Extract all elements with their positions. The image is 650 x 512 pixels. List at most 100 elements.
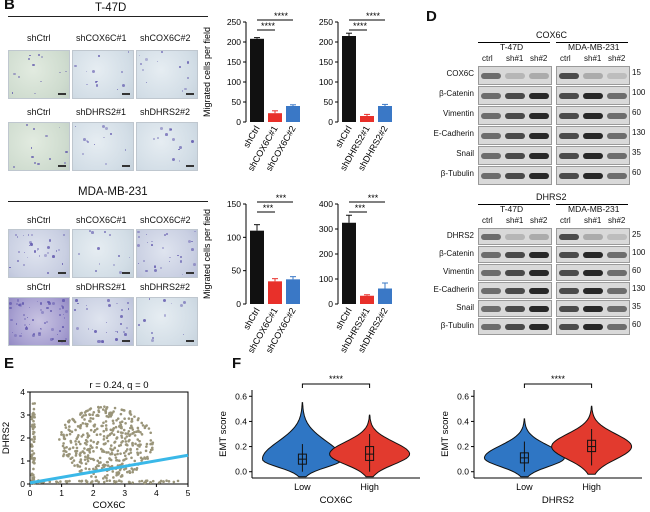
blot-band (607, 152, 627, 159)
cell-dot (96, 246, 100, 250)
scatter-point (127, 429, 131, 433)
scatter-point (119, 412, 123, 416)
scatter-point (31, 449, 34, 453)
bar-shCtrl (342, 222, 356, 304)
scatter-point (30, 453, 34, 457)
cell-dot (104, 162, 107, 165)
scatter-point (116, 452, 119, 456)
cell-dot (95, 81, 97, 83)
cell-dot (119, 314, 123, 318)
scatter-point (124, 449, 128, 453)
cell-dot (157, 137, 159, 139)
blot-band (559, 172, 579, 179)
cell-dot (23, 317, 26, 320)
scatter-point (87, 456, 90, 460)
scatter-point (68, 452, 71, 456)
blot-strip (478, 246, 552, 263)
scatter-point (157, 481, 161, 484)
scatter-point (119, 431, 123, 434)
blot-band (607, 233, 627, 240)
scatter-point (68, 429, 72, 433)
cell-dot (40, 80, 43, 83)
micrograph (8, 297, 70, 346)
y-tick-label: 200 (319, 37, 333, 47)
cell-dot (76, 302, 79, 305)
blot-strip (556, 246, 630, 263)
blot-band (481, 92, 501, 99)
scatter-point (122, 468, 126, 471)
cell-dot (187, 240, 192, 244)
blot-strip (478, 166, 552, 185)
scatter-point (91, 417, 95, 420)
blot-band (481, 305, 501, 312)
scale-bar (58, 165, 66, 167)
row-label: shCtrl (27, 107, 51, 117)
box-iqr (365, 446, 375, 461)
cell-dot (124, 149, 127, 152)
scatter-point (146, 457, 149, 460)
y-tick-label: 0.0 (235, 467, 247, 477)
cell-dot (97, 339, 101, 344)
micrograph (136, 50, 198, 99)
cell-dot (160, 126, 164, 130)
cell-dot (17, 299, 20, 302)
cell-dot (163, 298, 167, 303)
scatter-point (132, 431, 136, 434)
scatter-point (129, 447, 132, 451)
blot-strip (556, 66, 630, 85)
cell-dot (191, 139, 194, 143)
cell-dot (153, 265, 157, 268)
blot-strip (478, 264, 552, 281)
scatter-point (176, 479, 180, 483)
cell-dot (62, 313, 65, 316)
protein-label: DHRS2 (446, 231, 474, 240)
row-label: shCtrl (27, 282, 51, 292)
scatter-point (74, 428, 77, 432)
cell-dot (9, 267, 11, 269)
scatter-point (117, 444, 121, 448)
cell-dot (47, 300, 50, 304)
cell-dot (28, 240, 32, 244)
scatter-point (125, 443, 128, 446)
scatter-point (125, 435, 129, 438)
cell-dot (85, 304, 87, 306)
scatter-point (131, 428, 135, 431)
cell-dot (191, 240, 193, 243)
scatter-point (139, 451, 142, 454)
cell-dot (59, 126, 61, 128)
scatter-point (129, 424, 133, 428)
blot-band (481, 269, 501, 276)
cell-dot (38, 255, 41, 257)
cell-dot (9, 306, 12, 310)
cell-dot (34, 93, 36, 95)
scatter-point (127, 417, 131, 420)
scatter-point (62, 454, 65, 458)
scatter-point (134, 442, 137, 446)
cell-dot (52, 302, 56, 306)
scatter-point (85, 481, 89, 484)
scatter-point (105, 427, 108, 430)
cell-dot (118, 270, 122, 275)
scatter-point (115, 459, 119, 462)
scale-bar (58, 340, 66, 342)
scatter-point (83, 411, 87, 414)
scatter-point (111, 419, 115, 423)
scatter-point (93, 428, 97, 432)
y-tick-label: 2 (20, 433, 25, 443)
bar-shCtrl (250, 230, 264, 304)
bar-shCtrl (342, 36, 356, 122)
lane-label: ctrl (482, 54, 493, 63)
cell-dot (26, 257, 28, 259)
scatter-point (124, 421, 127, 425)
blot-band (559, 269, 579, 276)
cell-dot (139, 63, 143, 66)
scatter-point (145, 445, 148, 448)
scatter-point (32, 460, 36, 464)
cell-dot (32, 334, 36, 338)
cell-dot (91, 70, 95, 74)
sig-stars: **** (353, 21, 368, 31)
bar-shCOX6C#1 (268, 281, 282, 304)
blot-strip (556, 228, 630, 245)
scatter-point (83, 418, 86, 421)
x-axis-label: COX6C (320, 495, 353, 506)
